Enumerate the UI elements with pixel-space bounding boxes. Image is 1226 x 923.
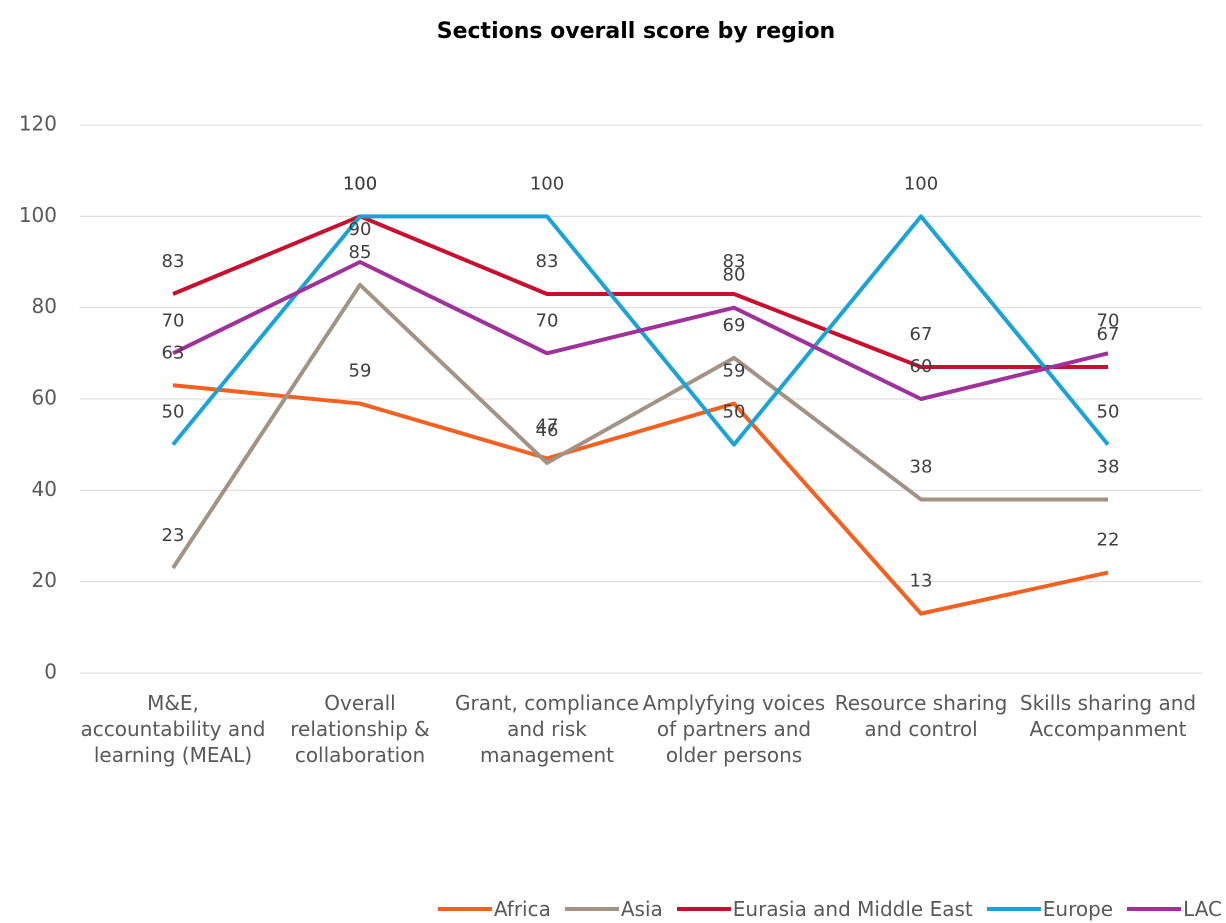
data-label: 59 — [723, 361, 746, 382]
x-tick-label: Skills sharing and Accompanment — [1019, 691, 1197, 741]
legend: Africa Asia Eurasia and Middle East Europe L… — [0, 897, 1222, 921]
data-label: 59 — [349, 361, 372, 382]
data-label: 70 — [1097, 310, 1120, 331]
legend-item: Eurasia and Middle East — [676, 897, 973, 921]
data-label: 22 — [1097, 530, 1120, 551]
legend-label: Europe — [1042, 897, 1114, 921]
data-label: 46 — [536, 420, 559, 441]
data-label: 13 — [910, 571, 933, 592]
y-tick-label: 20 — [32, 568, 57, 592]
legend-label: LAC — [1183, 897, 1222, 921]
legend-swatch — [676, 907, 731, 911]
legend-label: Asia — [620, 897, 663, 921]
x-tick-label: Overall relationship & collaboration — [290, 691, 430, 767]
data-label: 50 — [1097, 402, 1120, 423]
data-label: 60 — [910, 356, 933, 377]
data-label: 67 — [1097, 324, 1120, 345]
y-tick-label: 60 — [32, 386, 57, 410]
legend-item: LAC — [1127, 897, 1222, 921]
y-tick-label: 100 — [19, 203, 57, 227]
legend-label: Eurasia and Middle East — [732, 897, 973, 921]
data-label: 67 — [910, 324, 933, 345]
x-tick-label: Resource sharing and control — [834, 691, 1008, 741]
data-label: 83 — [723, 251, 746, 272]
data-label: 69 — [723, 315, 746, 336]
data-label: 47 — [536, 415, 559, 436]
legend-swatch — [1127, 907, 1182, 911]
y-tick-label: 120 — [19, 112, 57, 136]
legend-item: Asia — [564, 897, 663, 921]
legend-swatch — [986, 907, 1041, 911]
data-label: 100 — [343, 173, 377, 194]
data-label: 80 — [723, 265, 746, 286]
data-label: 70 — [536, 310, 559, 331]
legend-item: Africa — [437, 897, 551, 921]
data-label: 50 — [162, 402, 185, 423]
data-label: 63 — [162, 342, 185, 363]
y-tick-label: 40 — [32, 477, 57, 501]
data-label: 85 — [349, 242, 372, 263]
y-tick-label: 80 — [32, 294, 57, 318]
legend-swatch — [437, 907, 492, 911]
data-label: 83 — [162, 251, 185, 272]
lines — [171, 214, 1110, 616]
chart-title: Sections overall score by region — [437, 19, 835, 44]
series-line — [172, 214, 1108, 370]
series-line — [172, 383, 1109, 616]
data-label: 70 — [162, 310, 185, 331]
legend-swatch — [564, 907, 619, 911]
x-tick-label: M&E, accountability and learning (MEAL) — [80, 691, 266, 767]
series-line — [172, 260, 1109, 401]
data-label: 100 — [343, 173, 377, 194]
x-tick-label: Grant, compliance and risk management — [455, 691, 639, 767]
x-tick-label: Amplyfying voices of partners and older … — [642, 691, 826, 767]
data-label: 90 — [349, 219, 372, 240]
data-label: 38 — [1097, 456, 1120, 477]
data-label: 23 — [162, 525, 185, 546]
legend-item: Europe — [986, 897, 1114, 921]
data-label: 50 — [723, 402, 746, 423]
data-label: 100 — [530, 173, 564, 194]
data-label: 38 — [910, 456, 933, 477]
series-line — [171, 282, 1108, 570]
data-label: 83 — [536, 251, 559, 272]
y-tick-label: 0 — [44, 660, 57, 684]
data-label: 100 — [904, 173, 938, 194]
legend-label: Africa — [493, 897, 551, 921]
